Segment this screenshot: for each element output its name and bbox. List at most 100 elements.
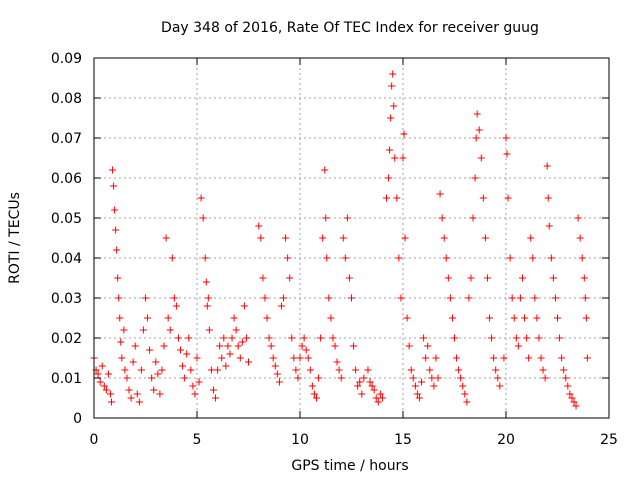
data-point [477,154,485,162]
data-point [510,314,518,322]
data-point [405,342,413,350]
data-point [494,374,502,382]
data-point [376,390,384,398]
data-point [275,378,283,386]
data-point [108,398,116,406]
data-point [560,366,568,374]
data-point [139,326,147,334]
data-point [352,366,360,374]
data-point [521,314,529,322]
data-point [280,294,288,302]
data-point [111,206,119,214]
data-point [475,126,483,134]
data-point [160,342,168,350]
data-point [232,326,240,334]
x-tick-label: 15 [394,432,412,448]
data-point [189,382,197,390]
data-point [170,294,178,302]
data-point [461,390,469,398]
data-point [137,366,145,374]
data-point [502,134,510,142]
data-point [214,366,222,374]
data-point [118,354,126,362]
data-point [400,130,408,138]
data-point [335,366,343,374]
y-axis-label: ROTI / TECUs [7,192,23,284]
data-point [148,374,156,382]
data-point [500,354,508,362]
data-point [455,366,463,374]
data-point [479,194,487,202]
data-point [339,234,347,242]
data-point [518,274,526,282]
data-point [127,394,135,402]
data-point [238,338,246,346]
data-point [202,278,210,286]
data-point [403,314,411,322]
data-point [282,234,290,242]
data-point [294,374,302,382]
data-point [556,334,564,342]
data-point [345,274,353,282]
data-point [174,334,182,342]
data-point [187,366,195,374]
data-point [356,378,364,386]
data-point [197,194,205,202]
data-point [204,294,212,302]
data-point [117,338,125,346]
data-point [216,342,224,350]
data-point [265,334,273,342]
data-point [531,294,539,302]
data-point [288,334,296,342]
data-point [181,374,189,382]
data-point [364,366,372,374]
data-point [440,234,448,242]
data-point [331,342,339,350]
data-point [490,354,498,362]
data-point [401,234,409,242]
data-point [481,234,489,242]
data-point [224,342,232,350]
y-tick-label: 0 [73,411,82,427]
x-tick-label: 25 [600,432,618,448]
data-point [506,254,514,262]
data-point [120,326,128,334]
data-point [529,254,537,262]
data-point [350,342,358,350]
data-point [459,382,467,390]
data-point [374,398,382,406]
data-point [504,194,512,202]
data-point [549,274,557,282]
data-point [390,102,398,110]
data-point [387,114,395,122]
y-tick-label: 0.09 [51,51,82,67]
x-tick-label: 5 [193,432,202,448]
data-point [516,294,524,302]
data-point [245,358,252,366]
data-point [389,70,397,78]
data-point [544,194,552,202]
data-point [566,390,574,398]
data-point [457,374,465,382]
data-point [115,294,123,302]
data-point [158,366,166,374]
data-point [483,274,491,282]
data-point [547,254,555,262]
data-point [154,370,162,378]
data-point [277,302,285,310]
data-point [209,386,217,394]
data-point [205,326,213,334]
data-point [185,334,193,342]
data-point [110,182,118,190]
y-tick-label: 0.04 [51,251,82,267]
data-point [234,342,242,350]
data-point [325,294,333,302]
data-point [434,374,442,382]
data-point [162,234,170,242]
data-point [420,334,428,342]
data-point [298,342,306,350]
data-point [348,294,355,302]
data-point [422,354,430,362]
data-point [467,274,475,282]
